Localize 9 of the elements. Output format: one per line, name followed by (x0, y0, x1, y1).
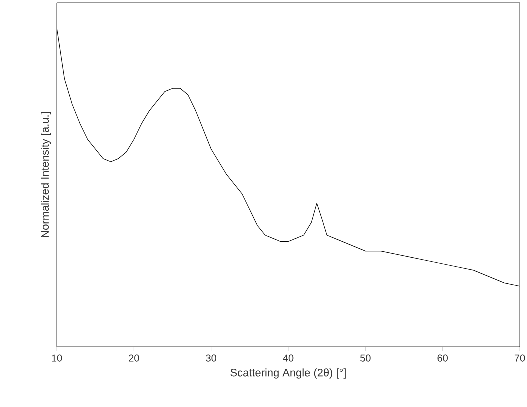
x-axis-title: Scattering Angle (2θ) [°] (230, 368, 346, 379)
x-tick-label: 60 (438, 354, 448, 362)
x-tick-label: 10 (52, 354, 62, 362)
x-tick-label: 30 (206, 354, 216, 362)
x-tick-label: 20 (129, 354, 140, 362)
x-tick-label: 70 (514, 354, 526, 362)
x-tick-label: 40 (283, 354, 294, 362)
x-tick-label: 50 (360, 354, 371, 362)
y-axis-title: Normalized Intensity [a.u.] (41, 112, 52, 238)
